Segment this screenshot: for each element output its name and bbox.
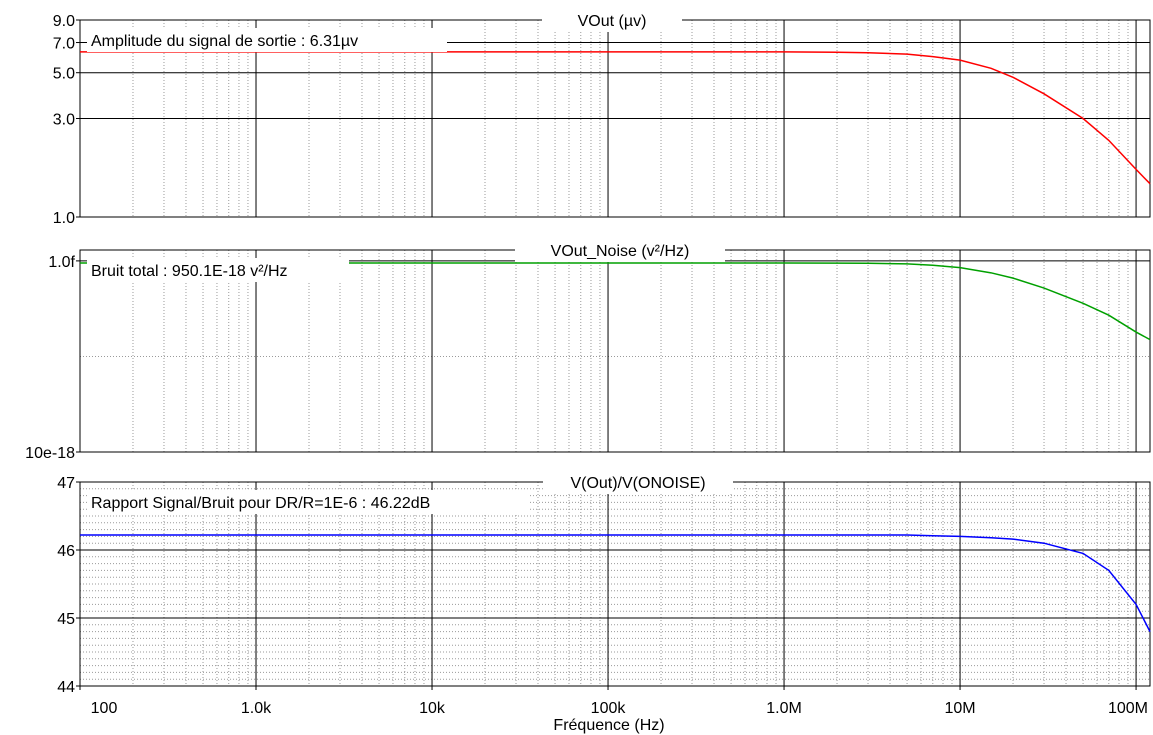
x-tick-label: 1.0M <box>766 700 802 717</box>
y-tick-label: 46 <box>57 543 75 560</box>
y-tick-label: 5.0 <box>53 66 75 83</box>
panel-title-background <box>515 240 725 262</box>
y-tick-label: 47 <box>57 475 75 492</box>
series-line <box>80 534 1151 632</box>
x-tick-label: 10M <box>944 700 975 717</box>
annotation-background <box>87 490 529 514</box>
panel-title: V(Out)/V(ONOISE) <box>570 475 705 492</box>
annotation-background <box>87 258 349 282</box>
y-tick-label: 3.0 <box>53 112 75 129</box>
y-tick-label: 10e-18 <box>25 445 75 462</box>
x-tick-labels: 100 1.0k 10k 100k 1.0M 10M 100M <box>79 686 1148 717</box>
panel-title-background <box>543 472 733 494</box>
panel-title: VOut (µv) <box>578 13 647 30</box>
x-tick-label: 10k <box>419 700 446 717</box>
x-tick-label: 100k <box>591 700 627 717</box>
series-line <box>80 51 1151 185</box>
chart-panels: 9.0 7.0 5.0 3.0 1.0 Amplitude du signal de so… <box>25 10 1151 696</box>
x-tick-label: 100M <box>1108 700 1148 717</box>
annotation-text: Rapport Signal/Bruit pour DR/R=1E-6 : 46… <box>91 495 430 512</box>
y-tick-label: 1.0f <box>48 254 75 271</box>
panel-title: VOut_Noise (v²/Hz) <box>551 243 690 260</box>
panel-title-background <box>542 10 682 32</box>
annotation-background <box>87 28 447 52</box>
chart-panel-2: 1.0f 10e-18 Bruit total : 950.1E-18 v²/Hz V… <box>25 240 1151 462</box>
x-tick-label: 1.0k <box>241 700 272 717</box>
x-axis-label: Fréquence (Hz) <box>553 717 664 734</box>
y-tick-label: 7.0 <box>53 36 75 53</box>
y-tick-label: 1.0 <box>53 210 75 227</box>
x-tick-label: 100 <box>91 700 118 717</box>
chart-panel-3: 47 46 45 44 Rapport Signal/Bruit pour DR/R=1… <box>57 472 1151 696</box>
annotation-text: Amplitude du signal de sortie : 6.31µv <box>91 33 358 50</box>
y-tick-label: 44 <box>57 679 75 696</box>
chart-panel-1: 9.0 7.0 5.0 3.0 1.0 Amplitude du signal de so… <box>53 10 1151 227</box>
y-tick-label: 9.0 <box>53 13 75 30</box>
series-line <box>80 262 1151 341</box>
annotation-text: Bruit total : 950.1E-18 v²/Hz <box>91 263 288 280</box>
y-tick-label: 45 <box>57 611 75 628</box>
